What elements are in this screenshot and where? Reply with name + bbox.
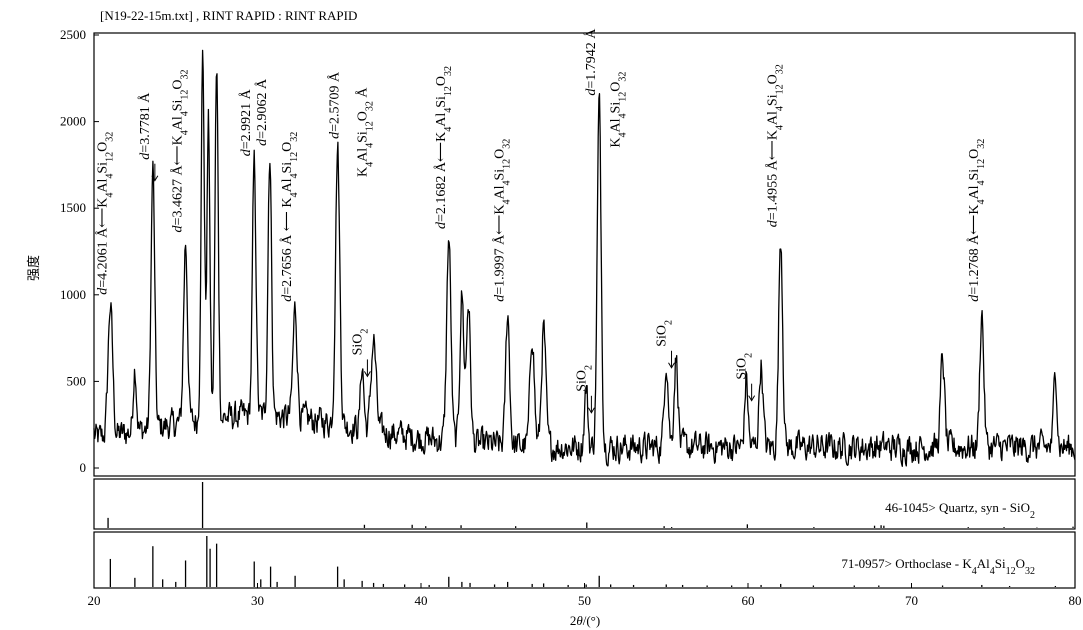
quartz-reference-lines: 46-1045> Quartz, syn - SiO2 xyxy=(107,482,1074,528)
peak-annotation: K4Al4Si12O32 xyxy=(609,72,629,148)
main-plot-frame xyxy=(93,32,1076,477)
y-tick-label: 0 xyxy=(80,460,87,475)
x-tick-label: 20 xyxy=(88,593,101,608)
x-axis-label: 2θ/(°) xyxy=(570,613,600,628)
peak-annotation: d=1.2768 Å⟵K4Al4Si12O32 xyxy=(966,139,987,302)
peak-annotation: K4Al4Si12O32 Å xyxy=(354,87,375,177)
chart-title: [N19-22-15m.txt] , RINT RAPID : RINT RAP… xyxy=(100,8,357,23)
peak-annotation: d=1.4955 Å⟵K4Al4Si12O32 xyxy=(765,64,786,227)
x-tick-label: 60 xyxy=(742,593,755,608)
peak-annotation: d=2.1682 Å⟵K4Al4Si12O32 xyxy=(433,66,454,229)
y-axis-ticks: 0 500 1000 1500 2000 2500 xyxy=(60,27,99,475)
peak-annotation: d=2.5709 Å xyxy=(327,71,343,139)
peak-annotation: SiO2 xyxy=(350,329,370,356)
peak-annotations: d=4.2061 Å⟵K4Al4Si12O32 d=3.7781 Å d=3.462… xyxy=(94,28,987,414)
peak-annotation: d=1.7942 Å xyxy=(583,28,599,96)
reference-label: 71-0957> Orthoclase - K4Al4Si12O32 xyxy=(841,556,1035,577)
y-tick-label: 1500 xyxy=(60,200,86,215)
peak-annotation: SiO2 xyxy=(735,353,755,380)
peak-annotation: d=4.2061 Å⟵K4Al4Si12O32 xyxy=(94,132,115,295)
x-axis-ticks: 20 30 40 50 60 70 80 xyxy=(88,583,1082,608)
diffraction-pattern-line xyxy=(93,49,1076,467)
peak-annotation: d=1.9997 Å⟵K4Al4Si12O32 xyxy=(492,139,513,302)
y-tick-label: 2000 xyxy=(60,114,86,129)
y-axis-label: 强度 xyxy=(26,255,41,281)
x-tick-label: 30 xyxy=(251,593,264,608)
peak-annotation: d=3.4627 Å⟵K4Al4Si12O32 xyxy=(170,69,191,232)
x-tick-label: 50 xyxy=(578,593,591,608)
annotation-arrowhead xyxy=(748,395,756,402)
peak-annotation: SiO2 xyxy=(655,320,675,347)
orthoclase-reference-lines: 71-0957> Orthoclase - K4Al4Si12O32 xyxy=(109,536,1057,587)
annotation-arrowhead xyxy=(151,175,159,182)
y-tick-label: 1000 xyxy=(60,287,86,302)
peak-annotation: d=2.7656 Å ⟵ K4Al4Si12O32 xyxy=(279,132,300,302)
peak-annotation: d=3.7781 Å xyxy=(137,92,153,160)
y-tick-label: 2500 xyxy=(60,27,86,42)
annotation-arrowhead xyxy=(363,371,371,378)
peak-annotation: SiO2 xyxy=(574,365,594,392)
x-tick-label: 80 xyxy=(1069,593,1082,608)
x-tick-label: 40 xyxy=(415,593,428,608)
annotation-arrowhead xyxy=(668,362,675,369)
peak-annotation: d=2.9921 Å xyxy=(238,88,254,156)
y-tick-label: 500 xyxy=(67,373,87,388)
annotation-arrowhead xyxy=(587,407,595,414)
reference-label: 46-1045> Quartz, syn - SiO2 xyxy=(885,500,1035,521)
x-tick-label: 70 xyxy=(905,593,918,608)
peak-annotation: d=2.9062 Å xyxy=(254,78,270,146)
quartz-panel-frame xyxy=(93,478,1076,530)
